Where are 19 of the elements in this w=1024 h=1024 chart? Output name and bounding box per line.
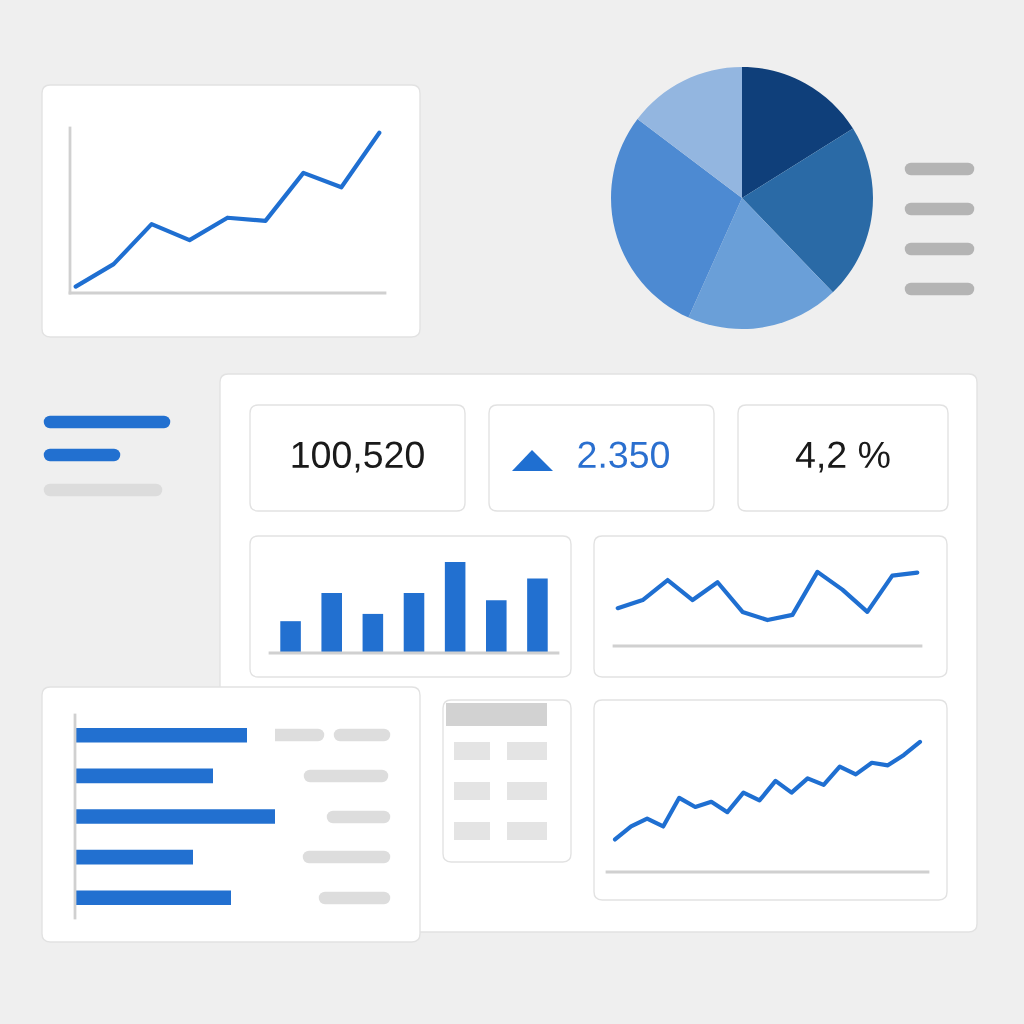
text: 2.350 (578, 441, 669, 469)
pie-slice (611, 119, 742, 318)
bar (75, 809, 275, 824)
bar (486, 600, 507, 653)
pie-slice (637, 67, 742, 198)
bar (403, 593, 425, 653)
bar (321, 593, 342, 653)
pie-slice (688, 198, 833, 329)
pie-slice (742, 67, 854, 198)
pie-slice (742, 128, 873, 293)
bar (362, 613, 384, 653)
bar (75, 849, 193, 865)
bar (75, 890, 231, 906)
text: 100,520 (292, 441, 424, 473)
bar (280, 621, 301, 653)
bar (75, 768, 213, 784)
text: 4,2 % (795, 441, 890, 473)
bar (444, 562, 466, 653)
bar (527, 578, 548, 653)
